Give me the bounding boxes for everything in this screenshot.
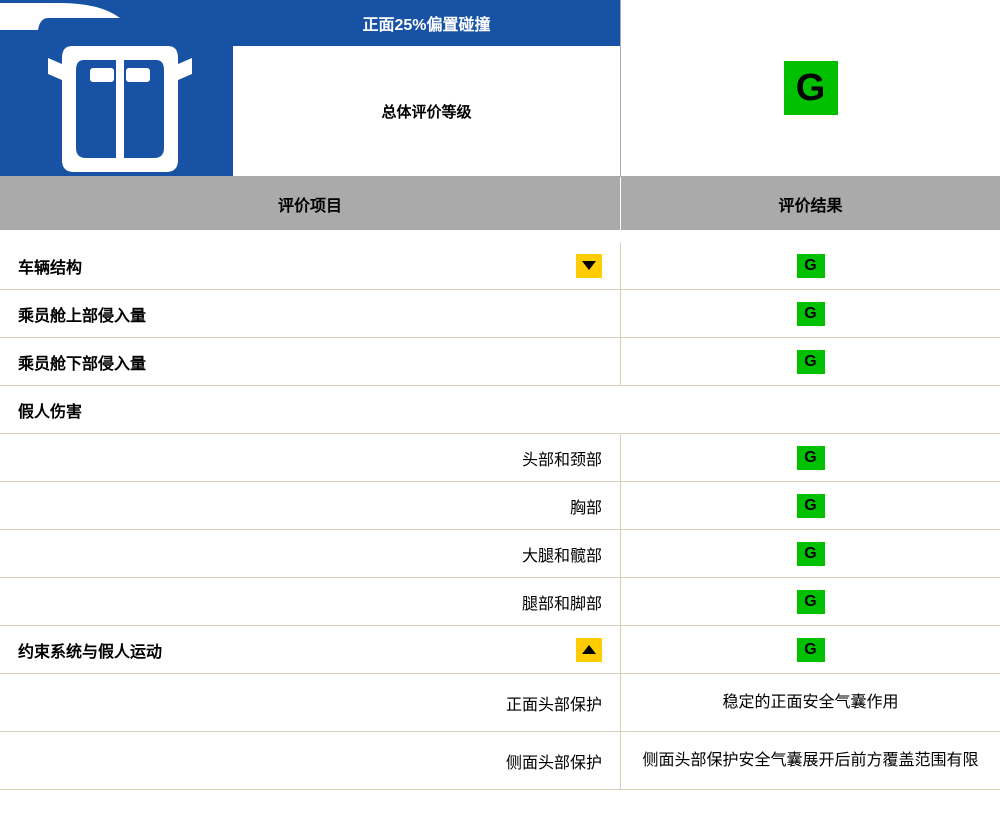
row-lower-intrusion: 乘员舱下部侵入量 G xyxy=(0,338,1000,386)
title-cell: 正面25%偏置碰撞 总体评价等级 xyxy=(233,0,621,176)
row-label-text: 胸部 xyxy=(570,494,602,518)
row-result: G xyxy=(621,338,1000,385)
thead-result: 评价结果 xyxy=(621,177,1000,230)
row-side-head-protection: 侧面头部保护 侧面头部保护安全气囊展开后前方覆盖范围有限 xyxy=(0,732,1000,790)
chevron-up-icon xyxy=(582,645,596,654)
row-result: G xyxy=(621,578,1000,625)
expand-toggle[interactable] xyxy=(576,254,602,278)
row-label-text: 车辆结构 xyxy=(18,254,82,278)
row-result: G xyxy=(621,434,1000,481)
row-label-text: 腿部和脚部 xyxy=(522,590,602,614)
row-label: 腿部和脚部 xyxy=(0,578,621,625)
row-result-text: 稳定的正面安全气囊作用 xyxy=(621,674,1000,731)
grade-badge: G xyxy=(797,590,825,614)
car-diagram-cell xyxy=(0,0,233,176)
row-label-text: 乘员舱下部侵入量 xyxy=(18,350,146,374)
row-label-text: 约束系统与假人运动 xyxy=(18,638,162,662)
row-result: G xyxy=(621,482,1000,529)
row-label-text: 侧面头部保护 xyxy=(506,749,602,773)
row-restraint-system: 约束系统与假人运动 G xyxy=(0,626,1000,674)
row-frontal-head-protection: 正面头部保护 稳定的正面安全气囊作用 xyxy=(0,674,1000,732)
row-label: 头部和颈部 xyxy=(0,434,621,481)
collapse-toggle[interactable] xyxy=(576,638,602,662)
row-vehicle-structure: 车辆结构 G xyxy=(0,242,1000,290)
row-label: 大腿和髋部 xyxy=(0,530,621,577)
grade-badge: G xyxy=(797,638,825,662)
overall-grade-cell: G xyxy=(621,0,1000,176)
row-dummy-injury-header: 假人伤害 xyxy=(0,386,1000,434)
row-result-empty xyxy=(621,386,1000,433)
grade-badge: G xyxy=(797,350,825,374)
header-row: 正面25%偏置碰撞 总体评价等级 G xyxy=(0,0,1000,177)
row-label-text: 头部和颈部 xyxy=(522,446,602,470)
row-label-text: 乘员舱上部侵入量 xyxy=(18,302,146,326)
row-label-text: 正面头部保护 xyxy=(506,691,602,715)
row-label-text: 假人伤害 xyxy=(18,398,82,422)
thead-item: 评价项目 xyxy=(0,177,621,230)
row-label: 乘员舱上部侵入量 xyxy=(0,290,621,337)
car-crash-diagram-icon xyxy=(0,0,233,176)
row-label: 约束系统与假人运动 xyxy=(0,626,621,673)
overall-grade-badge: G xyxy=(784,61,838,115)
row-label: 乘员舱下部侵入量 xyxy=(0,338,621,385)
row-head-neck: 头部和颈部 G xyxy=(0,434,1000,482)
chevron-down-icon xyxy=(582,261,596,270)
row-result: G xyxy=(621,530,1000,577)
grade-badge: G xyxy=(797,494,825,518)
grade-badge: G xyxy=(797,542,825,566)
row-label: 侧面头部保护 xyxy=(0,732,621,789)
row-result: G xyxy=(621,626,1000,673)
row-result: G xyxy=(621,290,1000,337)
row-label: 车辆结构 xyxy=(0,242,621,289)
grade-badge: G xyxy=(797,302,825,326)
row-label: 胸部 xyxy=(0,482,621,529)
row-leg-foot: 腿部和脚部 G xyxy=(0,578,1000,626)
grade-badge: G xyxy=(797,446,825,470)
table-header-row: 评价项目 评价结果 xyxy=(0,177,1000,230)
row-chest: 胸部 G xyxy=(0,482,1000,530)
row-label-text: 大腿和髋部 xyxy=(522,542,602,566)
row-result-text: 侧面头部保护安全气囊展开后前方覆盖范围有限 xyxy=(621,732,1000,789)
row-thigh-hip: 大腿和髋部 G xyxy=(0,530,1000,578)
row-label: 假人伤害 xyxy=(0,386,621,433)
grade-badge: G xyxy=(797,254,825,278)
row-result: G xyxy=(621,242,1000,289)
row-label: 正面头部保护 xyxy=(0,674,621,731)
overall-label: 总体评价等级 xyxy=(233,46,620,176)
test-title: 正面25%偏置碰撞 xyxy=(233,0,620,46)
row-upper-intrusion: 乘员舱上部侵入量 G xyxy=(0,290,1000,338)
